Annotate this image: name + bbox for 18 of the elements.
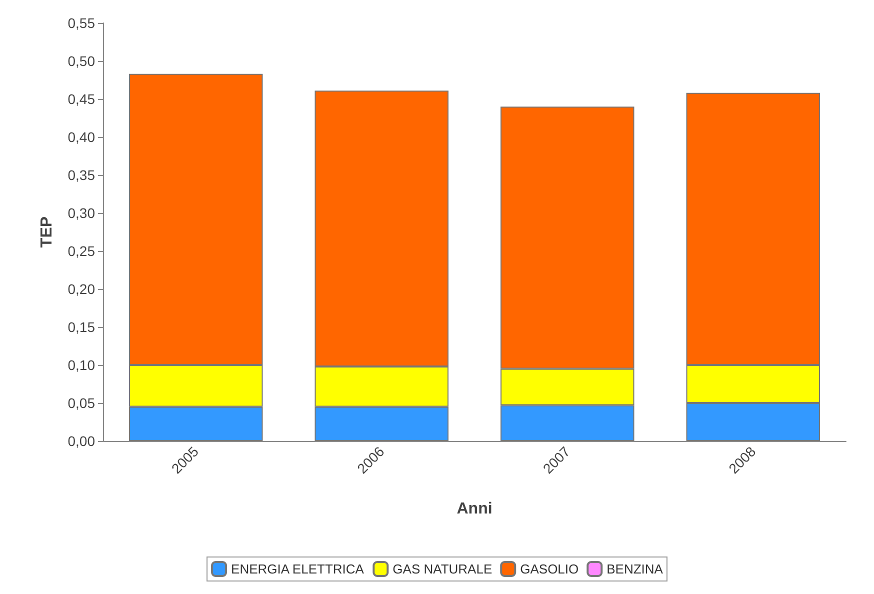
y-tick-label: 0,10 xyxy=(68,357,96,373)
y-tick-label: 0,25 xyxy=(68,243,96,259)
y-tick-label: 0,35 xyxy=(68,167,96,183)
legend-label: GAS NATURALE xyxy=(392,562,492,576)
y-tick-label: 0,30 xyxy=(68,205,96,221)
y-tick-label: 0,55 xyxy=(68,15,96,31)
y-axis-title: TEP xyxy=(38,216,56,248)
y-tick-label: 0,40 xyxy=(68,129,96,145)
legend-label: GASOLIO xyxy=(520,562,579,576)
legend-label: ENERGIA ELETTRICA xyxy=(231,562,364,576)
y-tick-label: 0,20 xyxy=(68,281,96,297)
legend-label: BENZINA xyxy=(606,562,664,576)
y-tick-label: 0,05 xyxy=(68,395,96,411)
x-axis-title: Anni xyxy=(456,500,492,518)
y-tick-label: 0,00 xyxy=(68,433,96,449)
y-tick-label: 0,15 xyxy=(68,319,96,335)
y-tick-label: 0,50 xyxy=(68,53,96,69)
y-tick-label: 0,45 xyxy=(68,91,96,107)
